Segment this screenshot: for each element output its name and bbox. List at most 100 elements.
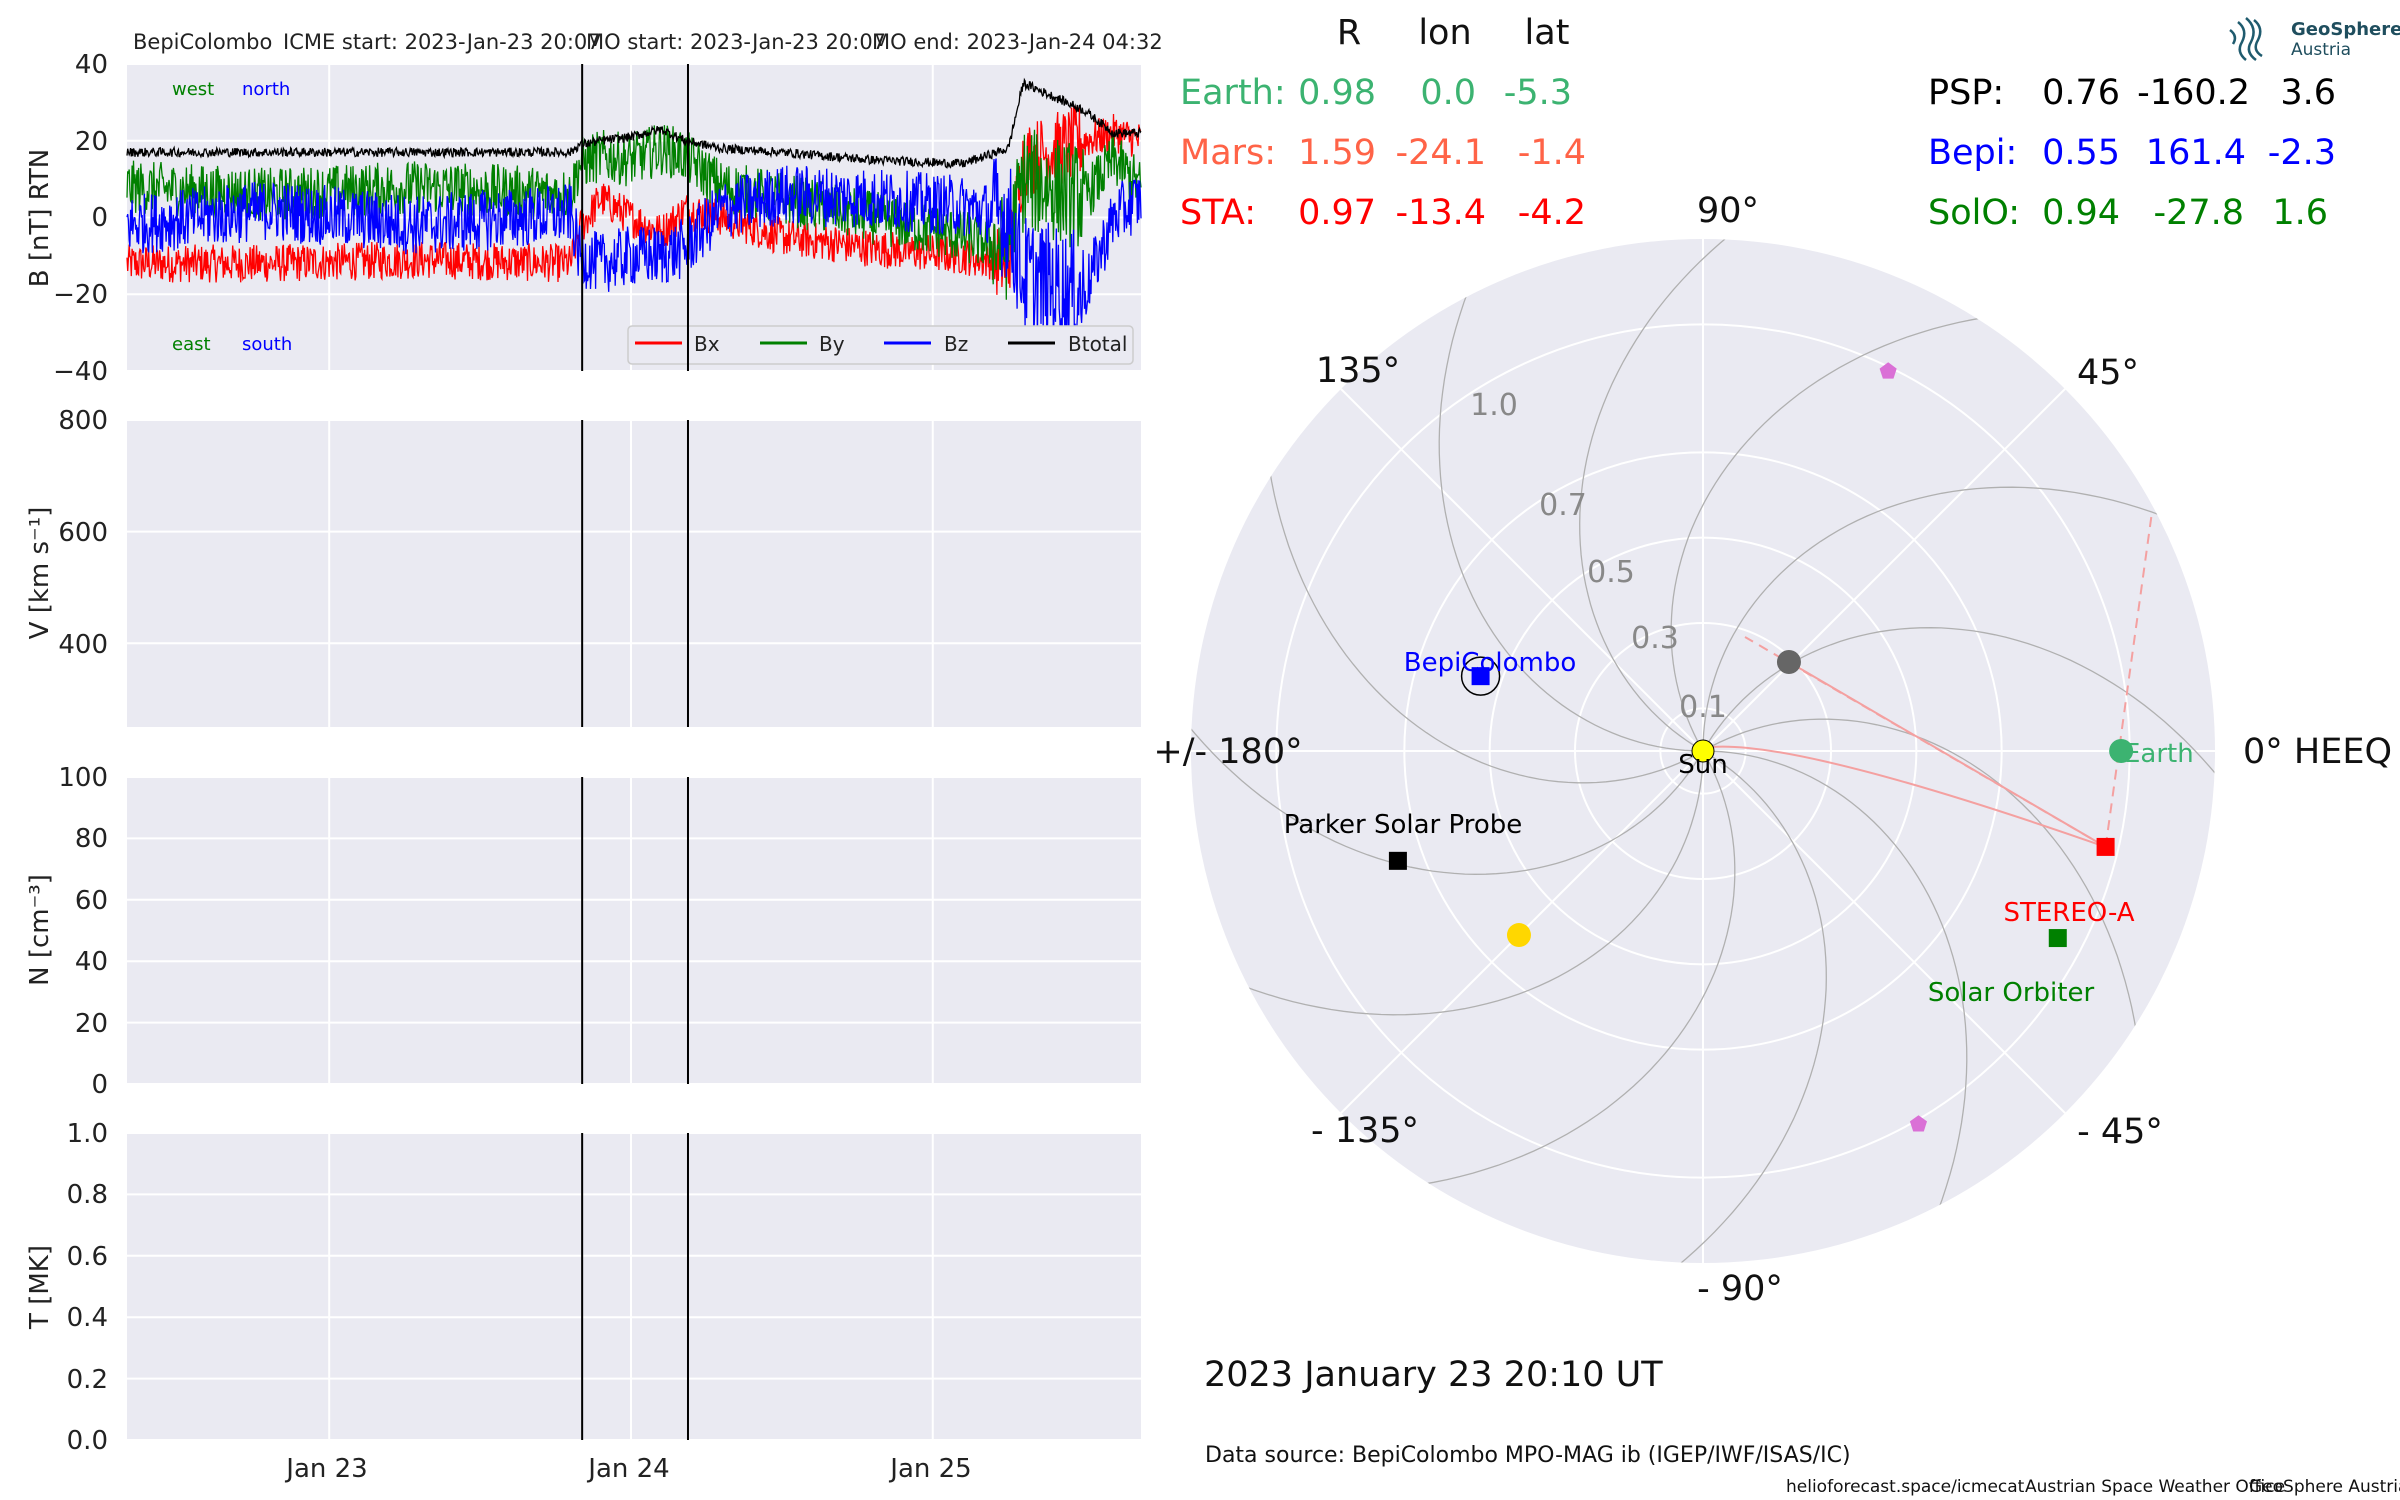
rtick-0.5: 0.5 bbox=[1587, 555, 1635, 590]
density-ytick-0: 0 bbox=[91, 1070, 108, 1100]
rtick-1.0: 1.0 bbox=[1470, 388, 1518, 423]
temperature-grid bbox=[127, 1132, 1141, 1441]
temp-ytick-1.0: 1.0 bbox=[67, 1119, 108, 1149]
table-bepi-r: 0.55 bbox=[2042, 133, 2120, 173]
density-ylabel: N [cm⁻³] bbox=[25, 874, 55, 986]
table-psp-r: 0.76 bbox=[2042, 73, 2120, 113]
parker-spiral-line bbox=[1579, 239, 1777, 752]
temp-ylabel: T [MK] bbox=[25, 1245, 55, 1330]
table-psp-name: PSP: bbox=[1928, 73, 2004, 113]
mag-ytick-neg20: −20 bbox=[53, 280, 108, 310]
legend-label-bx: Bx bbox=[694, 332, 720, 356]
table-bepi-name: Bepi: bbox=[1928, 133, 2017, 173]
rtick-0.7: 0.7 bbox=[1539, 488, 1587, 523]
mag-legend: Bx By Bz Btotal bbox=[627, 325, 1134, 365]
label-sun: Sun bbox=[1678, 750, 1727, 780]
parker-spiral-line bbox=[1702, 718, 2144, 1090]
speed-ytick-400: 400 bbox=[58, 630, 108, 660]
label-solar-orbiter: Solar Orbiter bbox=[1928, 978, 2095, 1008]
footer-link[interactable]: helioforecast.space/icmecat bbox=[1786, 1477, 2025, 1497]
timestamp: 2023 January 23 20:10 UT bbox=[1204, 1355, 1663, 1395]
table-earth-lon: 0.0 bbox=[1420, 73, 1476, 113]
table-header-r: R bbox=[1337, 13, 1361, 53]
event-lines bbox=[581, 64, 689, 1440]
angle-label-neg90: - 90° bbox=[1697, 1269, 1783, 1309]
series-bz-line bbox=[126, 158, 1142, 348]
label-earth: Earth bbox=[2124, 739, 2194, 769]
parker-spiral-line bbox=[1262, 412, 1704, 784]
temp-ytick-0.6: 0.6 bbox=[67, 1242, 108, 1272]
table-mars-lon: -24.1 bbox=[1395, 133, 1486, 173]
angle-label-90: 90° bbox=[1697, 191, 1759, 231]
speed-ytick-800: 800 bbox=[58, 406, 108, 436]
header-spacecraft: BepiColombo bbox=[133, 30, 272, 54]
legend-label-bz: Bz bbox=[944, 332, 968, 356]
logo-line2: Austria bbox=[2291, 40, 2351, 60]
annot-south: south bbox=[242, 334, 292, 355]
polar-spoke bbox=[1702, 388, 2066, 752]
rtick-0.3: 0.3 bbox=[1631, 621, 1679, 656]
table-solo-r: 0.94 bbox=[2042, 193, 2120, 233]
legend-frame bbox=[627, 325, 1134, 365]
polar-grid bbox=[1191, 239, 2215, 1263]
table-sta-r: 0.97 bbox=[1298, 193, 1376, 233]
sta-line-solid bbox=[1788, 661, 2107, 848]
rtick-0.1: 0.1 bbox=[1679, 690, 1727, 725]
bepicolombo-marker bbox=[1471, 667, 1490, 686]
polar-plot: 0.1 0.3 0.5 0.7 1.0 90° 45° 0° HEEQ - 45… bbox=[1153, 191, 2392, 1309]
header-mo-end: MO end: 2023-Jan-24 04:32 bbox=[872, 30, 1163, 54]
parker-spiral-line bbox=[1191, 677, 1704, 875]
temp-ytick-0.2: 0.2 bbox=[67, 1365, 108, 1395]
density-ytick-60: 60 bbox=[75, 886, 108, 916]
mag-ytick-0: 0 bbox=[91, 203, 108, 233]
angle-label-180: +/- 180° bbox=[1153, 732, 1302, 772]
polar-spoke bbox=[1340, 388, 1704, 752]
table-solo-lon: -27.8 bbox=[2153, 193, 2244, 233]
table-solo-name: SolO: bbox=[1928, 193, 2020, 233]
speed-ytick-600: 600 bbox=[58, 518, 108, 548]
density-ytick-80: 80 bbox=[75, 824, 108, 854]
panel-magnetic-field: 40 20 0 −20 −40 B [nT] RTN west north ea… bbox=[25, 50, 1142, 387]
violet-marker-south bbox=[1909, 1115, 1927, 1132]
parker-spirals bbox=[1191, 239, 2215, 1263]
sun-marker bbox=[1692, 740, 1714, 762]
legend-label-by: By bbox=[819, 332, 845, 356]
xtick-jan23: Jan 23 bbox=[284, 1454, 367, 1484]
angle-label-45: 45° bbox=[2077, 353, 2139, 393]
table-mars-r: 1.59 bbox=[1298, 133, 1376, 173]
series-btotal-line bbox=[126, 77, 1142, 169]
density-ytick-100: 100 bbox=[58, 763, 108, 793]
temp-ytick-0.0: 0.0 bbox=[67, 1426, 108, 1456]
parker-spiral-line bbox=[1670, 310, 2042, 752]
legend-label-btotal: Btotal bbox=[1068, 332, 1127, 356]
panel-speed: 800 600 400 V [km s⁻¹] bbox=[25, 406, 1141, 727]
angle-label-135: 135° bbox=[1316, 351, 1400, 391]
table-sta-lat: -4.2 bbox=[1518, 193, 1586, 233]
earth-marker bbox=[2109, 739, 2134, 763]
sta-line-dashed-1 bbox=[1744, 636, 2107, 848]
label-bepicolombo: BepiColombo bbox=[1404, 648, 1577, 678]
temperature-plot-area bbox=[127, 1133, 1141, 1440]
table-sta-name: STA: bbox=[1180, 193, 1256, 233]
table-earth-lat: -5.3 bbox=[1504, 73, 1572, 113]
logo-swirl-icon bbox=[2229, 17, 2263, 62]
temp-ytick-0.4: 0.4 bbox=[67, 1303, 108, 1333]
table-earth-name: Earth: bbox=[1180, 73, 1286, 113]
parker-spiral-line bbox=[1702, 750, 1968, 1263]
annot-west: west bbox=[172, 79, 214, 100]
angle-label-0: 0° HEEQ bbox=[2243, 732, 2392, 772]
sta-line-dashed-2 bbox=[2104, 511, 2153, 848]
density-ytick-40: 40 bbox=[75, 947, 108, 977]
parker-spiral-line bbox=[1191, 750, 1704, 1016]
table-psp-lat: 3.6 bbox=[2280, 73, 2336, 113]
speed-ylabel: V [km s⁻¹] bbox=[25, 507, 55, 640]
geosphere-logo: GeoSphere Austria bbox=[2229, 17, 2400, 62]
speed-plot-area bbox=[127, 420, 1141, 727]
density-ytick-20: 20 bbox=[75, 1009, 108, 1039]
yellow-planet-marker bbox=[1506, 923, 1531, 948]
table-header-lon: lon bbox=[1418, 13, 1471, 53]
parker-spiral-line bbox=[1364, 750, 1736, 1192]
parker-spiral-line bbox=[1629, 750, 1827, 1263]
table-bepi-lon: 161.4 bbox=[2146, 133, 2246, 173]
